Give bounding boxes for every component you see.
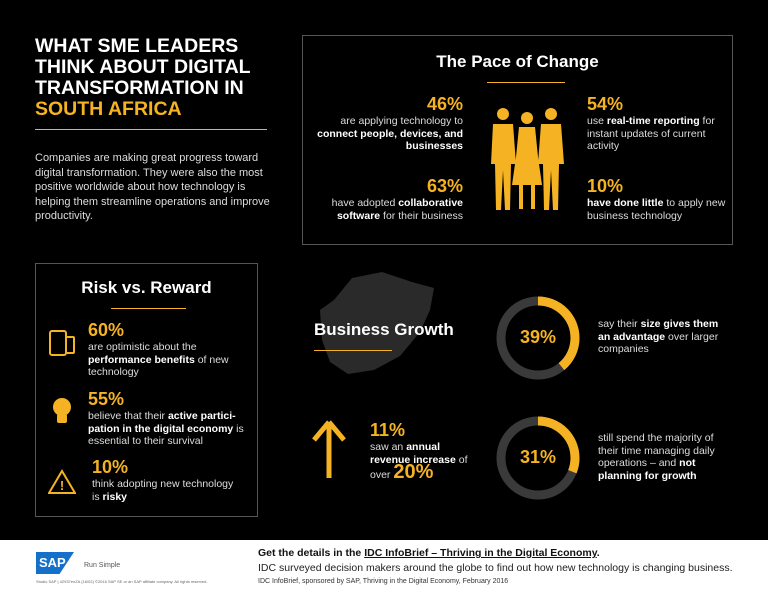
- cta-text: .: [596, 547, 600, 559]
- stat-bold: size gives them an advantage: [598, 318, 719, 343]
- stat-text: use: [587, 115, 607, 127]
- ring-39: 39%: [495, 295, 581, 386]
- risk-stat-10: 10% think adopting new technology is risk…: [92, 457, 242, 503]
- intro-text: Companies are making great progress towa…: [35, 152, 270, 222]
- revenue-stat: 11% saw an annual revenue increase of ov…: [370, 420, 470, 482]
- tablet-phone-icon: [49, 330, 75, 356]
- title-highlight: South Africa: [35, 98, 182, 120]
- risk-stat-60: 60% are optimistic about the performance …: [88, 320, 253, 379]
- stat-text: are applying technology to: [340, 115, 463, 127]
- risk-rule: [111, 308, 186, 309]
- stat-pct: 46%: [426, 94, 463, 114]
- pace-rule: [487, 82, 565, 83]
- stat-text: for instant updates of current activity: [587, 115, 715, 152]
- stat-bold: not planning for growth: [598, 457, 697, 482]
- stat-pct: 11%: [370, 420, 406, 440]
- risk-reward-panel: Risk vs. Reward 60% are optimistic about …: [35, 263, 258, 517]
- stat-text: are optimistic about the: [88, 341, 197, 353]
- ring-39-text: say their size gives them an advantage o…: [598, 318, 728, 356]
- stat-bold: performance benefits: [88, 353, 195, 366]
- stat-10: 10% have done little to apply new busines…: [587, 176, 727, 222]
- page-title: What SME leaders think about digital tra…: [35, 36, 275, 120]
- ring-31: 31%: [495, 415, 581, 506]
- stat-bold: connect people, devices, and businesses: [317, 127, 463, 153]
- svg-text:!: !: [60, 478, 64, 493]
- stat-bold: active partici-pation in the digital eco…: [88, 410, 236, 435]
- stat-46: 46% are applying technology to connect pe…: [313, 94, 463, 153]
- stat-pct: 63%: [426, 176, 463, 196]
- stat-text: of new technology: [88, 353, 229, 379]
- cta-text: Get the details in the: [258, 547, 365, 559]
- risk-stat-55: 55% believe that their active partici-pat…: [88, 389, 253, 448]
- stat-text: is essential to their survival: [88, 422, 244, 448]
- business-growth-title: Business Growth: [314, 320, 454, 339]
- stat-text: saw an: [370, 441, 407, 453]
- lightbulb-icon: [53, 398, 71, 423]
- stat-text: to apply new business technology: [587, 197, 726, 222]
- ring-pct: 31%: [519, 447, 557, 467]
- title-text: What SME leaders think about digital tra…: [35, 35, 251, 99]
- growth-rule: [314, 350, 392, 351]
- tagline: Run Simple: [84, 562, 121, 569]
- footer-description: IDC surveyed decision makers around the …: [258, 562, 733, 574]
- ring-fill: [496, 416, 580, 500]
- stat-54: 54% use real-time reporting for instant u…: [587, 94, 727, 153]
- stat-text: still spend the majority of their time m…: [598, 432, 715, 469]
- stat-text: think adopting new technology is: [92, 478, 234, 503]
- fine-print: Studio SAP | 42937enZA (16/02) ©2016 SAP…: [36, 579, 208, 584]
- ring-31-text: still spend the majority of their time m…: [598, 432, 728, 482]
- stat-bold: collaborative software: [336, 197, 463, 222]
- footer: SAP Run Simple Studio SAP | 42937enZA (1…: [0, 540, 768, 594]
- stat-bold: real-time reporting: [606, 115, 700, 127]
- arrow-up-icon: [312, 420, 346, 478]
- ring-chart: [496, 296, 580, 380]
- ring-chart: [496, 416, 580, 500]
- cta: Get the details in the IDC InfoBrief – T…: [258, 547, 600, 559]
- stat-text: over larger companies: [598, 330, 719, 356]
- stat-text: have adopted: [331, 197, 399, 209]
- title-rule: [35, 129, 267, 130]
- stat-pct: 55%: [88, 389, 125, 409]
- ring-pct: 39%: [519, 327, 557, 347]
- stat-pct: 10%: [587, 176, 624, 196]
- stat-text: of over: [370, 453, 468, 482]
- stat-bold: annual revenue increase: [370, 441, 456, 466]
- stat-63: 63% have adopted collaborative software f…: [313, 176, 463, 222]
- revenue-value: 20%: [393, 461, 434, 483]
- infobrief-link[interactable]: IDC InfoBrief – Thriving in the Digital …: [364, 547, 597, 559]
- warning-icon: !: [48, 469, 76, 494]
- business-people-icon: [491, 108, 564, 210]
- stat-bold: risky: [102, 490, 128, 503]
- pace-title: The Pace of Change: [436, 52, 599, 71]
- risk-title: Risk vs. Reward: [81, 278, 212, 297]
- footer-source: IDC InfoBrief, sponsored by SAP, Thrivin…: [258, 578, 509, 585]
- ring-fill: [496, 296, 580, 380]
- stat-text: for their business: [380, 209, 463, 222]
- pace-of-change-panel: The Pace of Change 46% are applying techn…: [302, 35, 733, 245]
- stat-text: say their: [598, 318, 641, 330]
- stat-bold: have done little: [587, 197, 664, 209]
- stat-pct: 54%: [587, 94, 624, 114]
- sap-logo: SAP: [36, 552, 74, 574]
- south-africa-map-icon: [320, 272, 434, 374]
- stat-pct: 10%: [92, 457, 129, 477]
- stat-text: believe that their: [88, 410, 168, 422]
- stat-pct: 60%: [88, 320, 125, 340]
